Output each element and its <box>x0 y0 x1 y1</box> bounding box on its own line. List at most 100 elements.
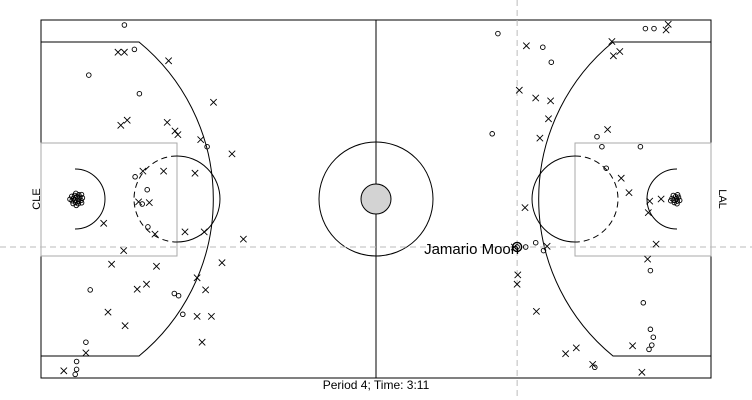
missed-shot-point <box>662 26 670 34</box>
made-shot-cluster-point <box>67 196 73 202</box>
missed-shot-point <box>207 312 215 320</box>
missed-shot-point <box>202 286 210 294</box>
missed-shot-point <box>139 167 147 175</box>
missed-shot-point <box>114 48 122 56</box>
made-shot-point <box>136 90 143 97</box>
made-shot-point <box>640 300 647 306</box>
made-shot-cluster-point <box>668 197 674 204</box>
missed-shot-point <box>120 247 128 255</box>
made-shot-cluster-point <box>76 192 82 198</box>
missed-shot-point <box>629 342 637 350</box>
center-circle-outer <box>318 141 434 257</box>
missed-shot-point <box>151 230 159 238</box>
made-shot-point <box>204 143 210 150</box>
missed-shot-point <box>160 167 168 175</box>
right-three-point-arc <box>538 41 711 357</box>
missed-shot-point <box>522 42 530 50</box>
missed-shot-point <box>543 242 551 250</box>
missed-shot-point <box>174 131 182 139</box>
left-key <box>40 142 178 257</box>
missed-shot-point <box>547 97 555 105</box>
made-shot-point <box>642 25 649 32</box>
missed-shot-point <box>589 360 597 368</box>
player-label: Jamario Moon <box>424 241 519 258</box>
missed-shot-point <box>521 204 529 212</box>
made-shot-point <box>649 342 655 348</box>
made-shot-cluster-point <box>73 190 79 197</box>
missed-shot-point <box>100 219 108 227</box>
right-free-throw-circle-top <box>531 155 576 243</box>
missed-shot-point <box>120 48 128 56</box>
made-shot-cluster-point <box>78 200 85 206</box>
missed-shot-point <box>181 228 189 236</box>
missed-shot-point <box>609 52 617 60</box>
missed-shot-point <box>572 344 580 352</box>
missed-shot-point <box>228 150 236 158</box>
missed-shot-point <box>644 255 652 263</box>
made-shot-point <box>495 30 501 37</box>
missed-shot-point <box>638 368 646 376</box>
made-shot-point <box>171 290 178 297</box>
made-shot-cluster-point <box>78 191 85 198</box>
made-shot-point <box>180 311 186 318</box>
made-shot-cluster-point <box>676 197 683 204</box>
court-lines <box>40 19 712 379</box>
made-shot-point <box>139 201 145 207</box>
missed-shot-point <box>239 235 247 243</box>
missed-shot-point <box>60 367 68 375</box>
missed-shot-point <box>163 118 171 126</box>
missed-shot-point <box>152 262 161 270</box>
made-shot-point <box>522 244 529 250</box>
made-shot-point <box>72 371 78 378</box>
made-shot-point <box>540 247 547 254</box>
missed-shot-point <box>121 322 129 330</box>
left-free-throw-circle-top <box>176 155 221 243</box>
missed-shot-point <box>117 121 125 129</box>
made-shot-point <box>73 366 80 373</box>
missed-shot-point <box>646 197 654 205</box>
made-shot-point <box>646 346 652 353</box>
missed-shot-point <box>104 308 112 316</box>
missed-shot-point <box>644 209 652 217</box>
made-shot-point <box>650 334 657 340</box>
missed-shot-point <box>209 98 218 106</box>
period-time-caption: Period 4; Time: 3:11 <box>323 378 430 392</box>
missed-shot-point <box>562 350 570 358</box>
missed-shot-point <box>191 169 199 177</box>
missed-shot-point <box>193 312 201 320</box>
missed-shot-point <box>510 243 518 251</box>
missed-shot-point <box>532 307 540 315</box>
made-shot-point <box>83 339 89 345</box>
missed-shot-point <box>198 338 206 346</box>
made-shot-point <box>647 267 654 274</box>
made-shot-point <box>532 239 539 246</box>
missed-shot-point <box>200 228 208 236</box>
left-free-throw-circle-bottom <box>133 155 178 243</box>
missed-shot-point <box>515 86 523 94</box>
missed-shot-point <box>165 57 173 65</box>
left-restricted-arc <box>74 168 106 230</box>
missed-shot-point <box>108 260 116 268</box>
made-shot-point <box>132 174 138 180</box>
made-shot-point <box>144 186 150 193</box>
made-shot-point <box>651 25 657 32</box>
made-shot-cluster-point <box>674 192 681 198</box>
missed-shot-point <box>608 37 616 46</box>
team-label-left: CLE <box>31 188 43 209</box>
missed-shot-point <box>142 280 151 288</box>
player-position-ring <box>511 241 523 253</box>
made-shot-point <box>145 224 151 230</box>
made-shot-point <box>86 72 92 78</box>
missed-shot-point <box>532 94 540 102</box>
missed-shot-point <box>617 174 625 182</box>
missed-shot-point <box>133 285 141 293</box>
made-shot-point <box>540 44 546 50</box>
missed-shot-point <box>145 199 153 207</box>
left-three-point-arc <box>41 41 214 357</box>
missed-shot-point <box>218 259 226 267</box>
missed-shot-point <box>171 127 179 135</box>
missed-shot-point <box>664 20 672 28</box>
missed-shot-point <box>514 271 522 279</box>
made-shot-point <box>73 358 80 365</box>
